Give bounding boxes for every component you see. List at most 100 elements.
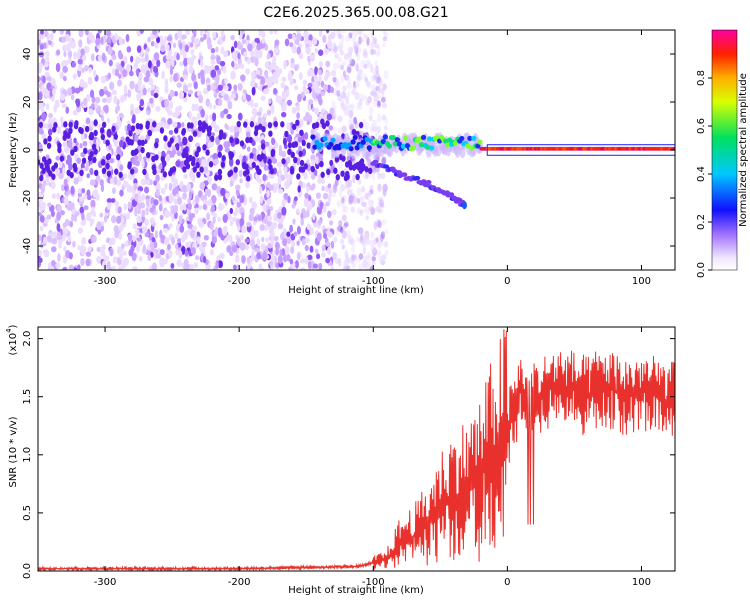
noise-blob — [373, 43, 380, 49]
noise-blob — [41, 132, 47, 140]
noise-blob-strong — [167, 141, 172, 148]
noise-blob — [350, 238, 356, 247]
noise-blob — [372, 37, 377, 45]
noise-blob — [238, 169, 243, 178]
noise-blob — [194, 194, 200, 204]
noise-blob — [78, 30, 84, 38]
noise-blob — [141, 209, 145, 217]
noise-blob — [186, 56, 191, 65]
noise-blob — [116, 179, 122, 187]
noise-blob — [97, 54, 102, 62]
noise-blob — [338, 188, 343, 198]
noise-blob — [294, 85, 299, 91]
noise-blob — [348, 199, 353, 205]
noise-blob — [352, 253, 358, 259]
noise-blob — [159, 214, 164, 221]
noise-blob-strong — [267, 121, 273, 129]
noise-blob — [341, 60, 347, 66]
noise-blob — [314, 85, 320, 94]
noise-blob — [343, 264, 348, 270]
noise-blob — [281, 76, 287, 83]
noise-blob — [335, 80, 341, 89]
noise-blob — [189, 56, 194, 66]
noise-blob-strong — [196, 171, 201, 178]
noise-blob — [359, 210, 363, 217]
noise-blob-strong — [47, 158, 52, 165]
noise-blob — [179, 204, 184, 212]
noise-blob — [135, 229, 140, 239]
noise-blob — [323, 232, 328, 239]
noise-blob — [96, 221, 102, 231]
noise-blob — [42, 75, 46, 84]
noise-blob — [253, 82, 258, 89]
noise-blob — [278, 68, 283, 74]
noise-blob-strong — [300, 166, 306, 173]
noise-blob — [100, 36, 104, 45]
noise-blob — [292, 218, 296, 225]
noise-blob-strong — [228, 150, 233, 158]
noise-blob — [288, 266, 293, 270]
noise-blob — [318, 60, 323, 68]
ridge-blob — [426, 136, 433, 142]
noise-blob — [257, 214, 263, 222]
noise-blob-strong — [319, 160, 324, 168]
noise-blob-strong — [101, 159, 106, 166]
noise-blob — [152, 30, 157, 36]
noise-blob — [129, 185, 135, 193]
noise-blob — [159, 229, 163, 239]
noise-blob — [341, 214, 347, 222]
noise-blob — [133, 182, 138, 190]
noise-blob — [147, 87, 151, 93]
noise-blob-strong — [359, 158, 365, 165]
noise-blob — [221, 226, 228, 236]
noise-blob — [153, 180, 157, 186]
noise-blob-strong — [162, 171, 168, 178]
noise-blob-strong — [130, 125, 136, 132]
noise-blob — [168, 223, 173, 229]
noise-blob — [284, 172, 289, 179]
noise-blob — [230, 70, 236, 80]
noise-blob-strong — [92, 156, 97, 164]
noise-blob — [361, 236, 365, 246]
noise-blob — [91, 235, 97, 243]
noise-blob — [161, 70, 165, 80]
noise-blob — [72, 240, 76, 248]
noise-blob — [380, 172, 386, 180]
noise-blob — [327, 183, 332, 189]
noise-blob — [375, 70, 380, 78]
noise-blob — [345, 180, 349, 189]
noise-blob — [364, 206, 370, 215]
noise-blob — [137, 195, 143, 204]
noise-blob — [307, 68, 314, 77]
noise-blob — [308, 202, 313, 210]
noise-blob-strong — [174, 127, 179, 134]
noise-blob — [304, 256, 309, 265]
noise-blob — [372, 247, 378, 257]
noise-blob — [262, 251, 267, 261]
noise-blob-strong — [229, 136, 234, 144]
ridge-blob — [394, 137, 401, 143]
noise-blob — [119, 164, 124, 171]
noise-blob-strong — [197, 120, 203, 127]
noise-blob — [126, 123, 132, 132]
noise-blob — [259, 224, 265, 231]
noise-blob-strong — [310, 165, 315, 173]
noise-blob — [269, 229, 275, 240]
spectrogram-y-label: Frequency (Hz) — [8, 112, 19, 188]
noise-blob — [341, 196, 345, 204]
noise-blob — [361, 235, 368, 243]
noise-blob — [379, 199, 384, 208]
noise-blob — [143, 76, 150, 83]
noise-blob-strong — [152, 168, 157, 176]
noise-blob-strong — [69, 171, 74, 179]
noise-blob — [379, 202, 385, 209]
noise-blob — [317, 178, 323, 184]
noise-blob — [332, 62, 339, 70]
noise-blob-strong — [184, 152, 189, 159]
noise-blob — [365, 192, 370, 201]
noise-blob-strong — [38, 159, 41, 166]
noise-blob — [209, 249, 214, 256]
noise-blob — [333, 30, 339, 37]
noise-blob — [218, 98, 223, 106]
noise-blob — [158, 195, 163, 202]
